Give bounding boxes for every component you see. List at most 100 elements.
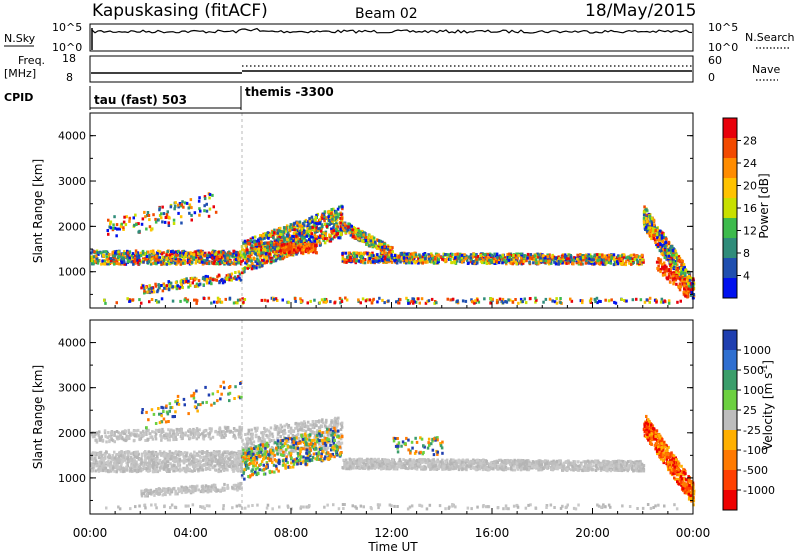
echo-cell xyxy=(667,301,671,305)
echo-cell xyxy=(323,297,327,301)
echo-cell xyxy=(103,259,106,263)
nave-label: Nave xyxy=(752,63,780,76)
echo-cell xyxy=(671,274,675,278)
echo-cell xyxy=(137,256,141,260)
echo-cell xyxy=(313,298,316,302)
echo-cell xyxy=(652,218,656,222)
echo-cell xyxy=(529,297,532,300)
echo-cell xyxy=(351,233,354,237)
echo-cell xyxy=(248,255,252,259)
echo-cell xyxy=(254,252,258,256)
echo-cell xyxy=(340,300,344,303)
echo-cell xyxy=(381,251,384,255)
echo-cell xyxy=(632,253,636,257)
echo-cell xyxy=(370,235,374,239)
echo-cell xyxy=(449,298,452,302)
echo-cell xyxy=(434,260,437,264)
echo-cell xyxy=(605,261,608,265)
echo-cell xyxy=(679,299,682,303)
echo-cell xyxy=(343,228,346,232)
echo-cell xyxy=(211,250,214,254)
echo-cell xyxy=(322,300,325,304)
echo-cell xyxy=(378,259,381,263)
echo-cell xyxy=(158,214,162,217)
echo-cell xyxy=(247,242,251,245)
echo-cell xyxy=(683,265,686,269)
echo-cell xyxy=(388,250,391,254)
echo-cell xyxy=(314,215,317,219)
echo-cell xyxy=(345,229,349,233)
echo-cell xyxy=(163,220,167,224)
echo-cell xyxy=(314,235,318,239)
echo-cell xyxy=(330,208,334,211)
echo-cell xyxy=(168,467,171,471)
echo-cell xyxy=(642,216,646,220)
echo-cell xyxy=(303,224,306,228)
echo-cell xyxy=(215,278,218,282)
echo-cell xyxy=(404,257,407,261)
echo-cell xyxy=(466,258,469,262)
echo-cell xyxy=(248,257,251,261)
echo-cell xyxy=(651,223,654,227)
echo-cell xyxy=(471,255,475,259)
echo-cell xyxy=(217,273,221,277)
echo-cell xyxy=(595,260,598,264)
echo-cell xyxy=(541,258,544,262)
freq-panel: Freq. [MHz] 18 8 60 0 Nave xyxy=(4,52,780,84)
echo-cell xyxy=(227,273,230,277)
echo-cell xyxy=(235,253,238,257)
echo-cell xyxy=(383,245,386,248)
echo-cell xyxy=(246,251,249,255)
echo-cell xyxy=(150,257,153,261)
echo-cell xyxy=(189,452,193,456)
freq-tick-top: 18 xyxy=(62,52,76,65)
echo-cell xyxy=(280,254,284,258)
echo-cell xyxy=(170,255,174,258)
echo-cell xyxy=(156,252,159,255)
echo-cell xyxy=(566,259,570,263)
echo-cell xyxy=(310,242,313,246)
echo-cell xyxy=(599,261,603,265)
echo-cell xyxy=(106,260,109,264)
echo-cell xyxy=(203,209,206,213)
echo-cell xyxy=(173,207,176,211)
echo-cell xyxy=(661,231,664,235)
echo-cell xyxy=(224,252,227,256)
echo-cell xyxy=(298,233,301,237)
echo-cell xyxy=(669,262,672,266)
echo-cell xyxy=(154,220,158,224)
echo-cell xyxy=(303,233,307,236)
echo-cell xyxy=(162,212,166,216)
echo-cell xyxy=(444,258,447,262)
echo-cell xyxy=(205,279,209,283)
echo-cell xyxy=(137,222,140,226)
echo-cell xyxy=(492,254,495,258)
echo-cell xyxy=(117,257,121,261)
echo-cell xyxy=(685,292,688,296)
echo-cell xyxy=(288,237,292,241)
echo-cell xyxy=(260,245,263,249)
echo-cell xyxy=(250,264,253,268)
echo-cell xyxy=(608,254,611,257)
echo-cell xyxy=(340,218,344,222)
echo-cell xyxy=(127,259,130,263)
echo-cell xyxy=(493,252,496,256)
echo-cell xyxy=(657,257,660,261)
echo-cell xyxy=(275,239,279,243)
echo-cell xyxy=(341,251,344,255)
echo-cell xyxy=(352,225,355,229)
echo-cell xyxy=(345,298,349,302)
echo-cell xyxy=(254,245,257,249)
echo-cell xyxy=(183,278,186,282)
echo-cell xyxy=(156,288,160,292)
echo-cell xyxy=(650,216,654,220)
echo-cell xyxy=(588,260,591,264)
echo-cell xyxy=(674,270,678,274)
colorbar-label: 4 xyxy=(743,270,750,283)
echo-cell xyxy=(325,225,329,228)
echo-cell xyxy=(604,298,607,302)
echo-cell xyxy=(100,262,103,266)
echo-cell xyxy=(460,260,464,264)
echo-cell xyxy=(316,212,319,216)
